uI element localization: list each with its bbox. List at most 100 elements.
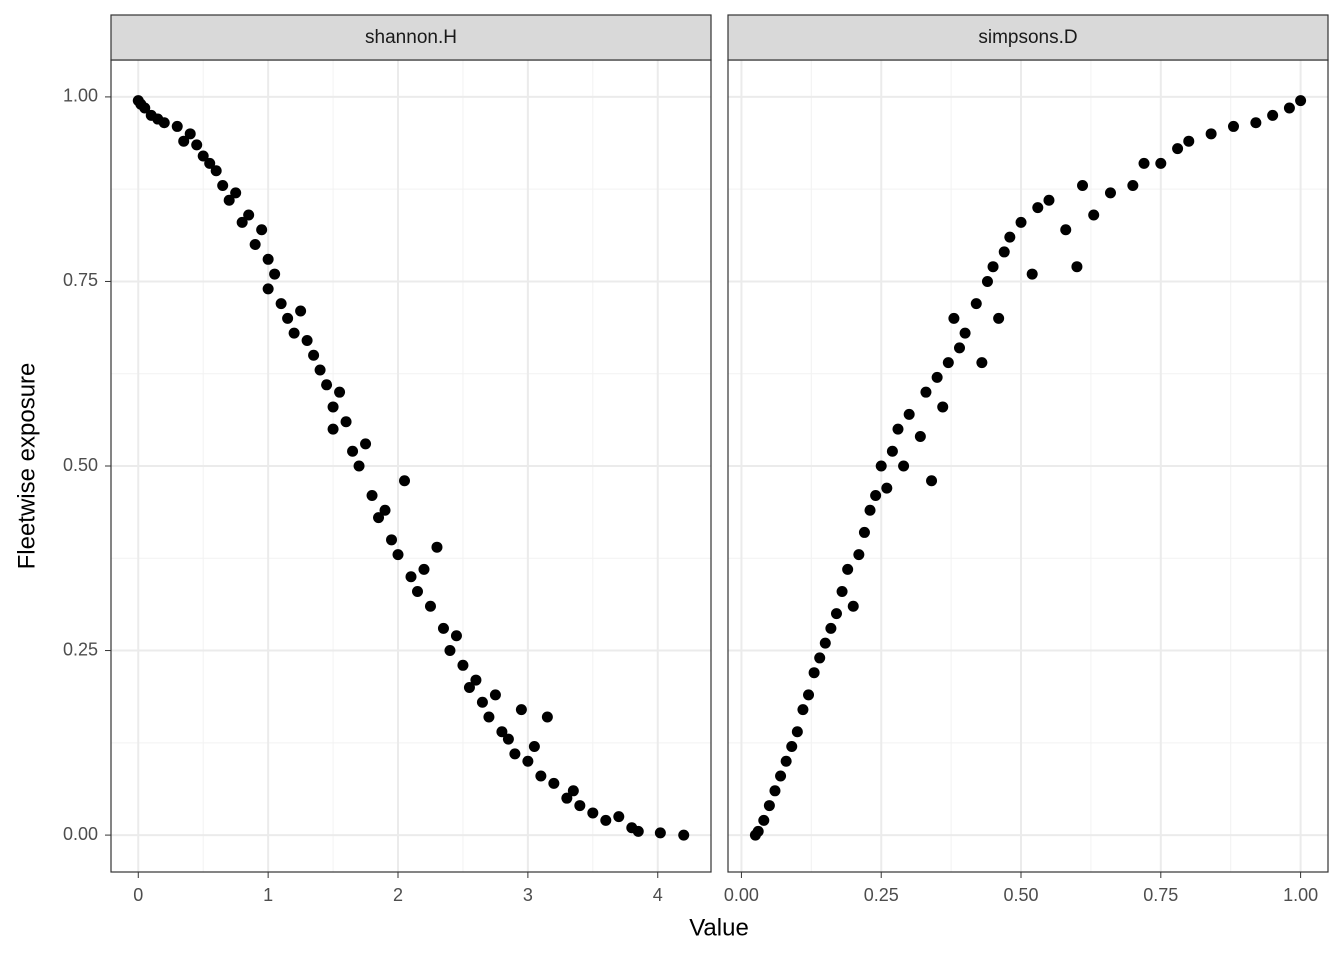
x-tick-label: 2 [393,885,403,905]
point [981,275,993,287]
point [1138,157,1150,169]
y-tick-label: 0.50 [63,455,98,475]
x-tick-label: 0.25 [864,885,899,905]
point [1155,157,1167,169]
point [803,689,815,701]
point [321,379,333,391]
point [282,312,294,324]
point [875,460,887,472]
point [791,726,803,738]
point [262,283,274,295]
point [752,825,764,837]
point [386,534,398,546]
x-tick-label: 0.00 [724,885,759,905]
point [327,401,339,413]
point [204,157,216,169]
x-axis-title: Value [689,914,749,941]
point [256,224,268,236]
point [1077,179,1089,191]
x-tick-label: 0.50 [1003,885,1038,905]
point [489,689,501,701]
point [567,785,579,797]
x-tick-label: 3 [523,885,533,905]
point [548,777,560,789]
point [230,187,242,199]
point [249,239,261,251]
point [334,386,346,398]
point [1026,268,1038,280]
point [314,364,326,376]
point [842,563,854,575]
point [903,408,915,420]
point [496,726,508,738]
point [158,117,170,129]
point [301,335,313,347]
point [347,445,359,457]
point [998,246,1010,258]
point [366,490,378,502]
point [870,490,882,502]
point [1250,117,1262,129]
point [373,512,385,524]
point [574,800,586,812]
point [210,165,222,177]
x-tick-label: 4 [653,885,663,905]
point [797,704,809,716]
point [1267,109,1279,121]
point [236,216,248,228]
point [411,585,423,597]
strip [727,14,1329,61]
point [178,135,190,147]
point [353,460,365,472]
point [970,298,982,310]
point [1032,202,1044,214]
point [535,770,547,782]
point [308,349,320,361]
point [920,386,932,398]
point [405,571,417,583]
point [1104,187,1116,199]
point [139,102,151,114]
point [392,549,404,561]
point [987,261,999,273]
point [223,194,235,206]
point [561,792,573,804]
point [858,526,870,538]
point [379,504,391,516]
point [942,357,954,369]
point [457,659,469,671]
point [775,770,787,782]
point [262,253,274,265]
point [528,741,540,753]
point [892,423,904,435]
point [418,563,430,575]
point [1183,135,1195,147]
point [1088,209,1100,221]
point [808,667,820,679]
point [758,814,770,826]
x-tick-label: 1.00 [1283,885,1318,905]
point [515,704,527,716]
point [399,475,411,487]
point [437,622,449,634]
point [830,608,842,620]
point [502,733,514,745]
point [522,755,534,767]
x-tick-label: 0.75 [1143,885,1178,905]
point [184,128,196,140]
point [769,785,781,797]
point [836,585,848,597]
point [937,401,949,413]
point [948,312,960,324]
y-axis-title: Fleetwise exposure [13,363,40,570]
point [926,475,938,487]
point [600,814,612,826]
point [881,482,893,494]
point [1071,261,1083,273]
strip [110,14,712,61]
point [898,460,910,472]
point [1205,128,1217,140]
point [914,430,926,442]
point [786,741,798,753]
